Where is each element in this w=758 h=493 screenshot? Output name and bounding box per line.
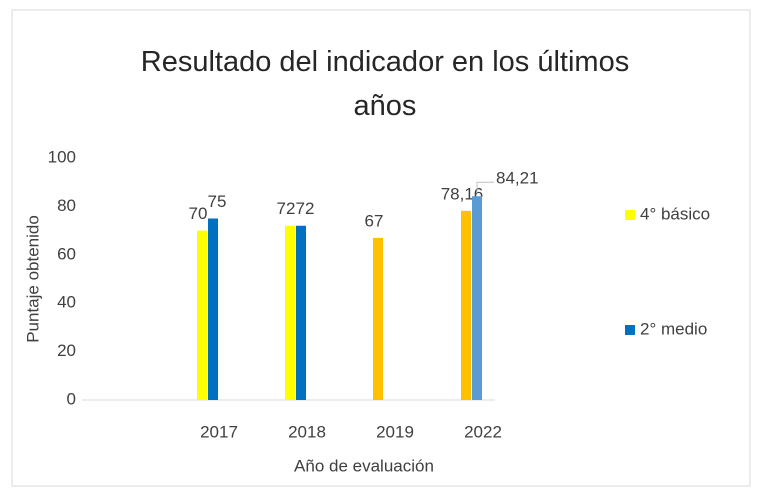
y-tick-label: 40	[57, 293, 76, 312]
y-tick-label: 80	[57, 196, 76, 215]
x-axis-label: Año de evaluación	[294, 456, 434, 475]
y-tick-label: 60	[57, 244, 76, 263]
data-label: 84,21	[496, 169, 539, 188]
data-label: 67	[365, 211, 384, 230]
bar	[472, 196, 482, 400]
legend-swatch	[625, 325, 635, 335]
legend-label: 2° medio	[640, 319, 707, 338]
bar	[296, 225, 306, 400]
data-label: 75	[208, 192, 227, 211]
leader-line	[476, 181, 494, 193]
y-tick-label: 20	[57, 341, 76, 360]
y-axis-label: Puntaje obtenido	[23, 215, 42, 343]
y-tick-label: 0	[67, 389, 76, 408]
x-tick-label: 2018	[288, 422, 326, 441]
x-tick-label: 2017	[200, 422, 238, 441]
bar	[373, 237, 383, 400]
bar	[285, 225, 295, 400]
x-tick-label: 2022	[464, 422, 502, 441]
data-label: 70	[189, 204, 208, 223]
data-label: 72	[296, 199, 315, 218]
legend-label: 4° básico	[640, 204, 710, 223]
x-tick-label: 2019	[376, 422, 414, 441]
legend-swatch	[625, 210, 635, 220]
bar	[197, 230, 207, 400]
chart-title: Resultado del indicador en los últimos a…	[140, 46, 630, 122]
y-tick-label: 100	[48, 147, 76, 166]
data-label: 72	[277, 199, 296, 218]
bar	[208, 218, 218, 400]
bar	[461, 210, 471, 400]
